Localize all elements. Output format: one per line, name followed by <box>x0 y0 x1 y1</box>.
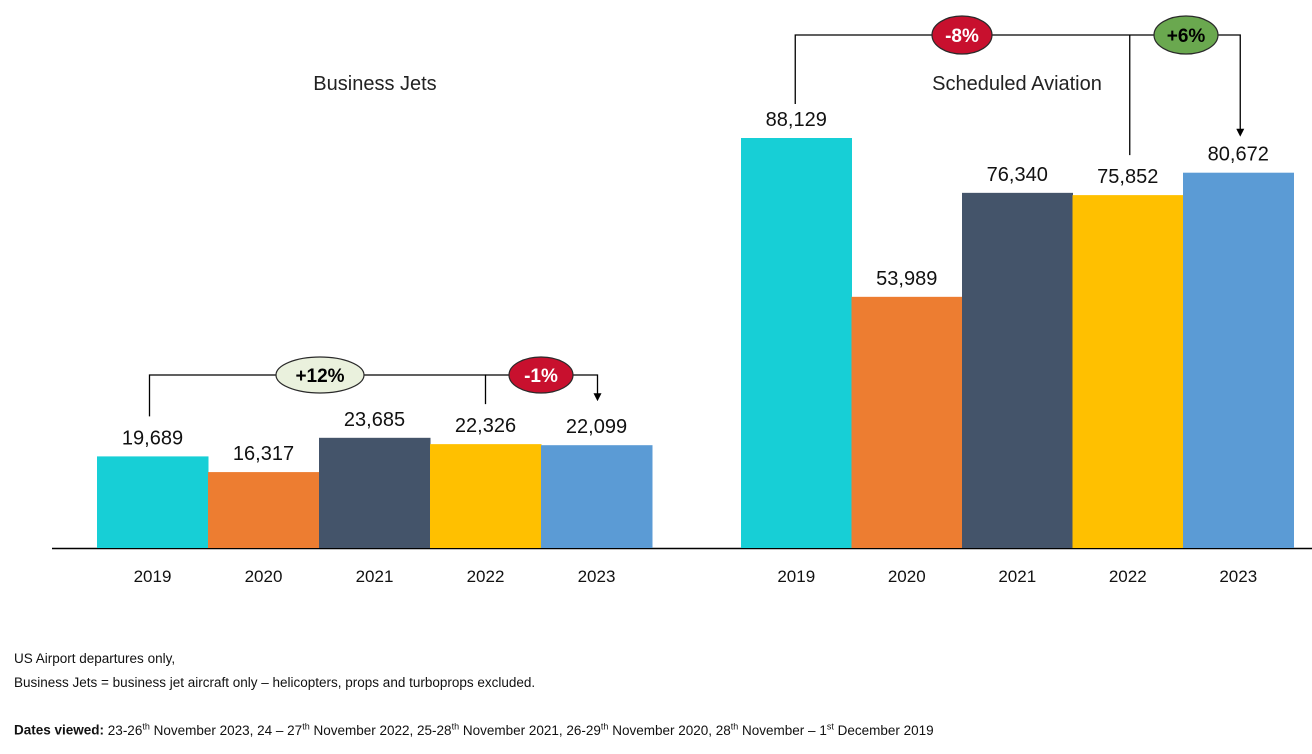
business-jets-bar-2021 <box>319 437 431 548</box>
business-jets-value-label-2019: 19,689 <box>122 427 183 449</box>
business-jets-title: Business Jets <box>313 73 436 95</box>
business-jets-x-tick-2019: 2019 <box>134 567 172 586</box>
bj-change-badge-2019-2022 <box>275 356 365 394</box>
footnote-definition: Business Jets = business jet aircraft on… <box>14 675 536 690</box>
dates-label: Dates viewed: <box>14 722 105 738</box>
sa-change-badge-2019-2023-label: -8% <box>945 26 979 47</box>
business-jets-x-tick-2020: 2020 <box>245 567 283 586</box>
sa-change-badge-2019-2023 <box>931 15 993 55</box>
business-jets-bar-2019 <box>97 456 209 548</box>
scheduled-aviation-x-tick-2021: 2021 <box>998 567 1036 586</box>
footnote-dates: Dates viewed: 23-26th November 2023, 24 … <box>14 721 934 738</box>
scheduled-aviation-x-tick-2020: 2020 <box>888 567 926 586</box>
scheduled-aviation-value-label-2023: 80,672 <box>1208 144 1269 166</box>
bj-change-badge-2022-2023 <box>508 356 574 394</box>
business-jets-value-label-2021: 23,685 <box>344 409 405 431</box>
date-ordinal-suffix: st <box>826 721 834 731</box>
business-jets-x-tick-2023: 2023 <box>578 567 616 586</box>
business-jets-x-tick-2022: 2022 <box>467 567 505 586</box>
business-jets-bar-2020 <box>208 472 320 548</box>
scheduled-aviation-x-tick-2023: 2023 <box>1219 567 1257 586</box>
scheduled-aviation-value-label-2022: 75,852 <box>1097 166 1158 188</box>
dates-text: 23-26th November 2023, 24 – 27th Novembe… <box>104 721 934 738</box>
date-ordinal-suffix: th <box>451 721 460 731</box>
date-ordinal-suffix: th <box>302 721 310 731</box>
date-ordinal-suffix: th <box>600 721 609 731</box>
sa-change-badge-2022-2023-label: +6% <box>1167 26 1206 47</box>
business-jets-value-label-2023: 22,099 <box>566 416 627 438</box>
business-jets-value-label-2020: 16,317 <box>233 443 294 465</box>
scheduled-aviation-bar-2022 <box>1072 195 1184 548</box>
scheduled-aviation-bar-2020 <box>851 296 963 548</box>
business-jets-bar-2023 <box>541 445 653 548</box>
scheduled-aviation-bar-2021 <box>962 192 1073 548</box>
sa-connector-2019-2023 <box>794 34 1245 137</box>
date-ordinal-suffix: th <box>142 721 150 731</box>
date-ordinal-suffix: th <box>730 721 739 731</box>
business-jets-value-label-2022: 22,326 <box>455 415 516 437</box>
chart-area: Business Jets 19,689 2019 16,317 2020 23,685 2… <box>52 15 1312 586</box>
scheduled-aviation-bar-2023 <box>1183 172 1294 548</box>
scheduled-aviation-bar-2019 <box>741 138 852 548</box>
business-jets-bar-2022 <box>430 444 542 548</box>
bj-change-badge-2019-2022-label: +12% <box>295 366 344 387</box>
scheduled-aviation-x-tick-2019: 2019 <box>777 567 815 586</box>
scheduled-aviation-value-label-2019: 88,129 <box>766 109 827 131</box>
scheduled-aviation-value-label-2020: 53,989 <box>876 268 937 290</box>
scheduled-aviation-x-tick-2022: 2022 <box>1109 567 1147 586</box>
scheduled-aviation-value-label-2021: 76,340 <box>987 164 1048 186</box>
scheduled-aviation-title: Scheduled Aviation <box>932 73 1102 95</box>
bj-change-badge-2022-2023-label: -1% <box>524 366 558 387</box>
business-jets-x-tick-2021: 2021 <box>356 567 394 586</box>
sa-change-badge-2022-2023 <box>1153 15 1219 55</box>
footnote-scope: US Airport departures only, <box>14 651 176 666</box>
